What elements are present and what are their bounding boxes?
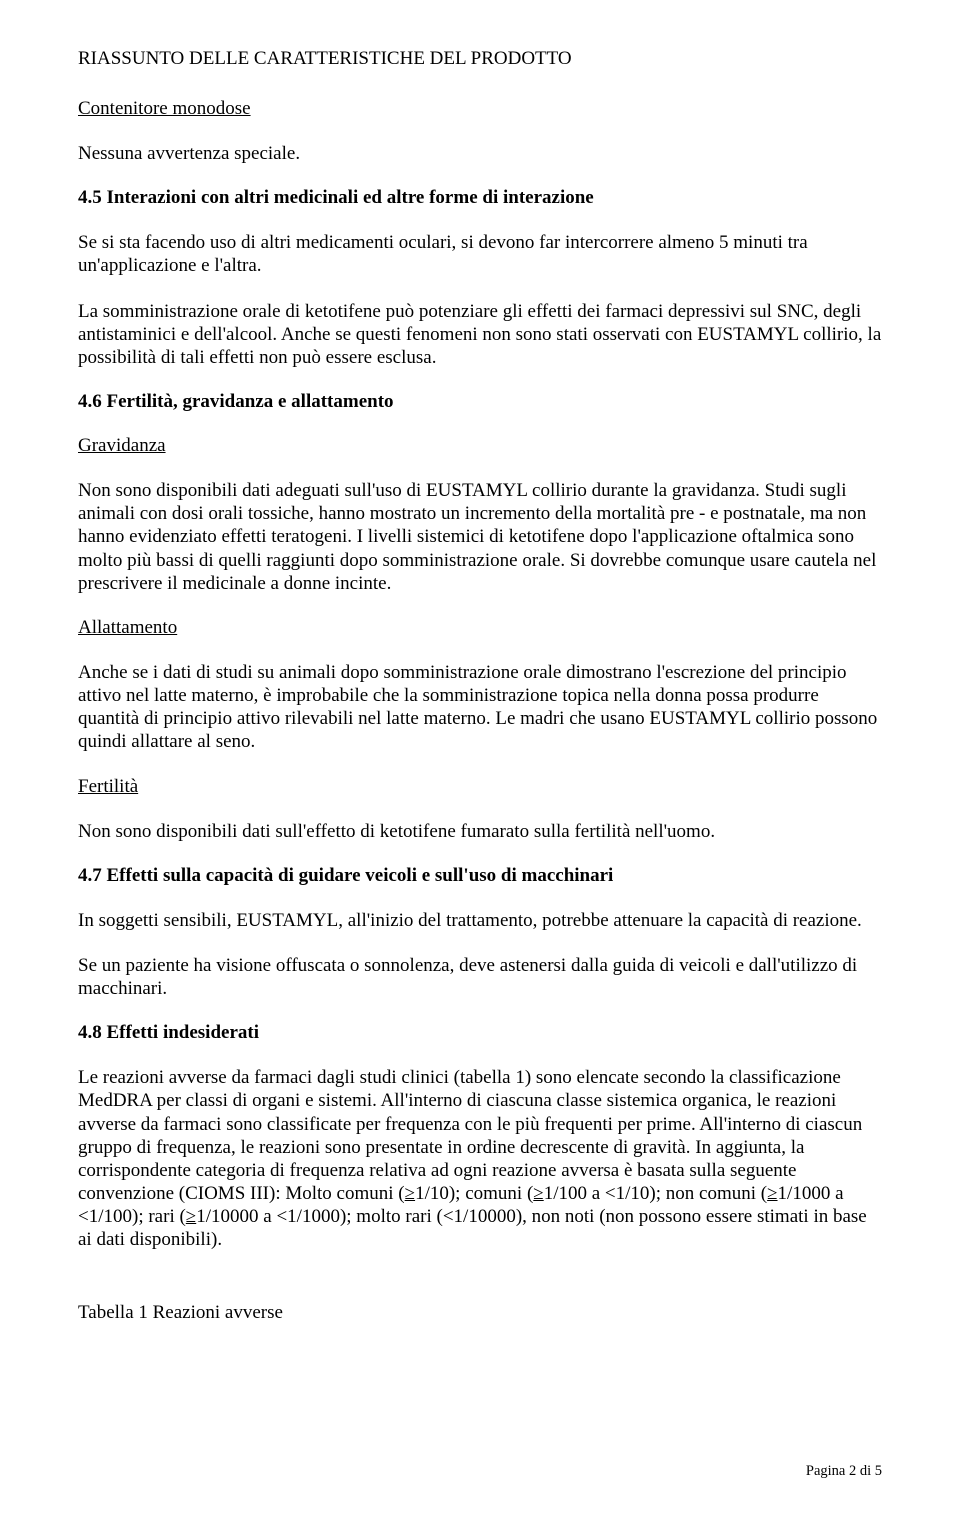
- document-page: RIASSUNTO DELLE CARATTERISTICHE DEL PROD…: [0, 0, 960, 1516]
- document-header: RIASSUNTO DELLE CARATTERISTICHE DEL PROD…: [78, 48, 882, 70]
- paragraph: Se si sta facendo uso di altri medicamen…: [78, 231, 882, 277]
- gte-symbol: ≥: [405, 1183, 415, 1204]
- section-4-5-title: 4.5 Interazioni con altri medicinali ed …: [78, 187, 882, 209]
- table-1-caption: Tabella 1 Reazioni avverse: [78, 1302, 882, 1324]
- gte-symbol: ≥: [533, 1183, 543, 1204]
- gte-symbol: ≥: [767, 1183, 777, 1204]
- paragraph: In soggetti sensibili, EUSTAMYL, all'ini…: [78, 909, 882, 932]
- text-run: 1/10); comuni (: [415, 1183, 533, 1204]
- subheading-allattamento: Allattamento: [78, 617, 882, 639]
- paragraph: Non sono disponibili dati adeguati sull'…: [78, 479, 882, 595]
- paragraph: Anche se i dati di studi su animali dopo…: [78, 661, 882, 754]
- paragraph: La somministrazione orale di ketotifene …: [78, 300, 882, 370]
- section-4-7-title: 4.7 Effetti sulla capacità di guidare ve…: [78, 865, 882, 887]
- subheading-contenitore: Contenitore monodose: [78, 98, 882, 120]
- subheading-gravidanza: Gravidanza: [78, 435, 882, 457]
- paragraph: Se un paziente ha visione offuscata o so…: [78, 954, 882, 1000]
- section-4-8-title: 4.8 Effetti indesiderati: [78, 1022, 882, 1044]
- paragraph: Non sono disponibili dati sull'effetto d…: [78, 820, 882, 843]
- gte-symbol: ≥: [186, 1206, 196, 1227]
- text-run: 1/100 a <1/10); non comuni (: [544, 1183, 767, 1204]
- paragraph-frequency: Le reazioni avverse da farmaci dagli stu…: [78, 1066, 882, 1251]
- paragraph: Nessuna avvertenza speciale.: [78, 142, 882, 165]
- text-run: 1/10000 a <1/1000); molto rari (<1/10000…: [78, 1206, 867, 1250]
- page-footer: Pagina 2 di 5: [806, 1463, 882, 1480]
- subheading-fertilita: Fertilità: [78, 776, 882, 798]
- section-4-6-title: 4.6 Fertilità, gravidanza e allattamento: [78, 391, 882, 413]
